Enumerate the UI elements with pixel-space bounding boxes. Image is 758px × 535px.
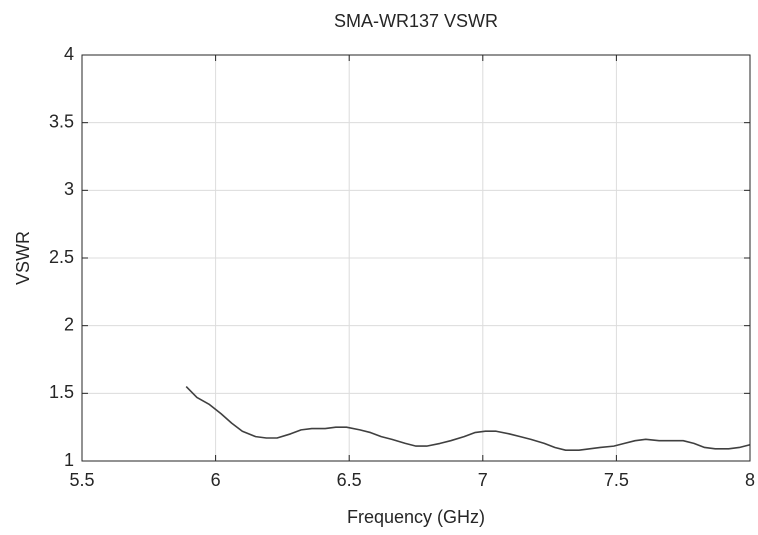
y-tick-label: 3.5 [49,111,74,131]
y-tick-label: 2.5 [49,247,74,267]
grid [81,54,751,462]
y-tick-label: 3 [64,179,74,199]
y-tick-label: 2 [64,314,74,334]
x-axis-label: Frequency (GHz) [347,507,485,527]
data-line [185,386,751,451]
x-tick-label: 7 [478,470,488,490]
x-tick-label: 8 [745,470,755,490]
plot-area [185,386,751,451]
y-tick-label: 1.5 [49,382,74,402]
y-axis-label: VSWR [13,231,33,285]
x-tick-label: 6 [211,470,221,490]
x-tick-label: 6.5 [337,470,362,490]
y-tick-label: 1 [64,450,74,470]
x-tick-label: 5.5 [69,470,94,490]
axes-box [81,54,751,462]
chart-title: SMA-WR137 VSWR [334,11,498,31]
y-tick-label: 4 [64,44,74,64]
x-tick-label: 7.5 [604,470,629,490]
